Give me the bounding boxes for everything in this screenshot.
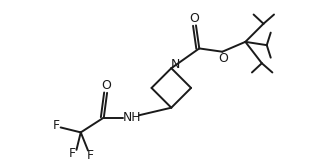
Text: O: O: [190, 12, 200, 25]
Text: N: N: [171, 58, 180, 71]
Text: NH: NH: [123, 111, 141, 124]
Text: O: O: [219, 52, 228, 65]
Text: F: F: [69, 147, 76, 160]
Text: F: F: [52, 119, 59, 132]
Text: O: O: [101, 79, 111, 92]
Text: F: F: [87, 149, 94, 162]
